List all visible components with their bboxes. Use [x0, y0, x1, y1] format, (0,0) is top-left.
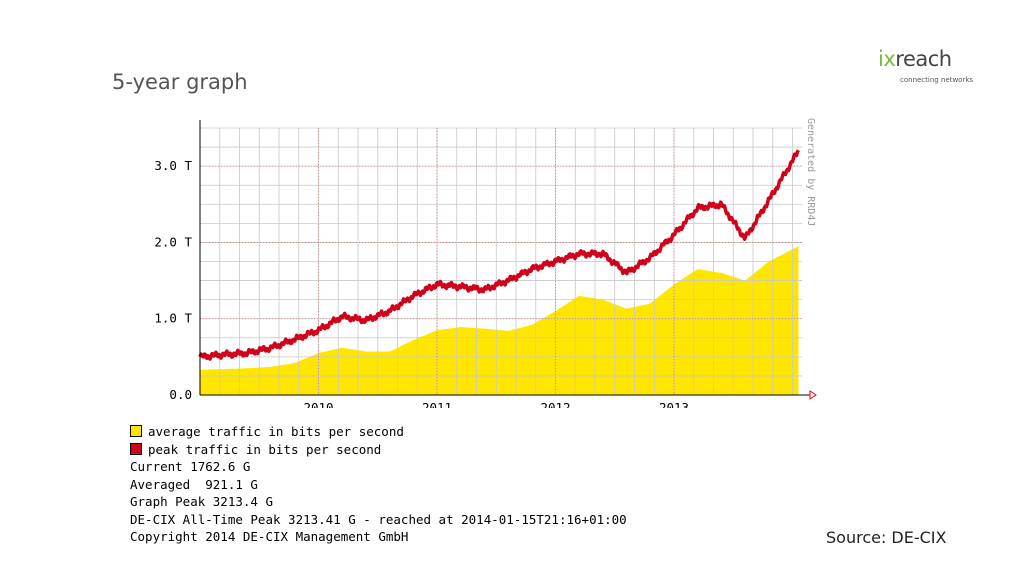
traffic-chart: 0.0 1.0 T 2.0 T 3.0 T 2010 2011 2012 2013 Genera… — [154, 118, 817, 408]
stat-averaged: Averaged 921.1 G — [130, 477, 258, 492]
x-axis-arrow — [809, 390, 817, 400]
y-tick-label: 2.0 T — [154, 234, 192, 249]
source-note: Source: DE-CIX — [826, 528, 947, 547]
x-tick-label: 2012 — [540, 400, 570, 408]
legend-swatch-average — [130, 425, 142, 437]
x-tick-label: 2011 — [422, 400, 452, 408]
legend-label-peak: peak traffic in bits per second — [148, 442, 382, 457]
logo-name: reach — [895, 47, 952, 71]
series-average-area — [200, 246, 799, 395]
legend-swatch-peak — [130, 443, 142, 455]
stat-copyright: Copyright 2014 DE-CIX Management GmbH — [130, 529, 409, 544]
logo-tagline: connecting networks — [900, 76, 974, 84]
x-tick-label: 2010 — [303, 400, 333, 408]
slide-title: 5-year graph — [112, 70, 248, 94]
series-peak-line — [198, 149, 800, 361]
y-tick-label: 0.0 — [169, 387, 192, 402]
y-tick-label: 3.0 T — [154, 158, 192, 173]
logo-wordmark: ixreach — [878, 48, 988, 70]
x-tick-label: 2013 — [659, 400, 689, 408]
y-tick-label: 1.0 T — [154, 311, 192, 326]
generated-by-watermark: Generated by RRD4J — [805, 118, 816, 226]
logo-prefix: ix — [878, 47, 896, 71]
legend-label-average: average traffic in bits per second — [148, 424, 404, 439]
stat-current: Current 1762.6 G — [130, 459, 251, 474]
stat-graph-peak: Graph Peak 3213.4 G — [130, 494, 273, 509]
ixreach-logo: ixreach connecting networks — [878, 48, 988, 92]
stat-all-time-peak: DE-CIX All-Time Peak 3213.41 G - reached… — [130, 512, 627, 527]
